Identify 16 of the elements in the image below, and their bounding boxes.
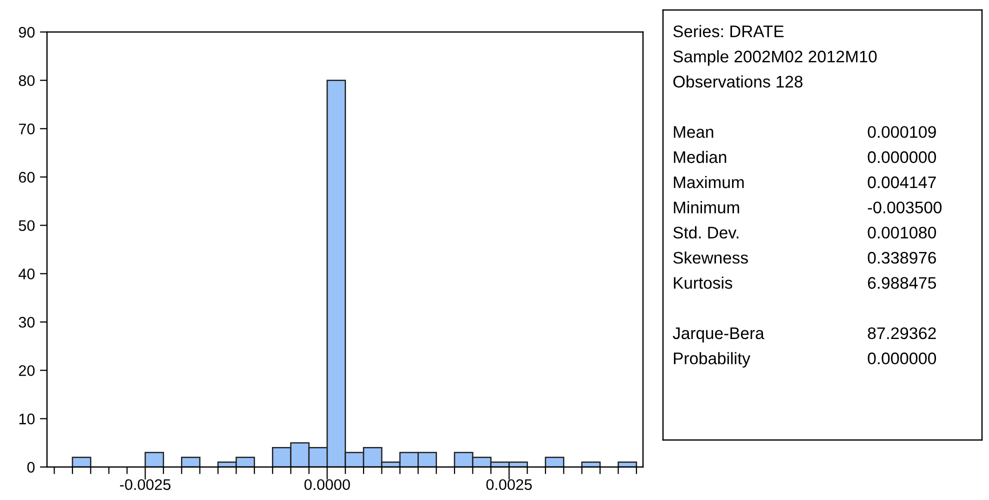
y-tick-label: 60 [18,172,35,183]
text: Jarque-Bera 87.29362 Probability 0.000000 [672,327,936,368]
y-tick-label: 90 [18,26,35,38]
y-tick-label: 70 [18,124,35,134]
y-tick-label: 0 [27,462,35,473]
y-tick-label: 50 [18,220,35,232]
y-tick-label: 80 [18,75,35,86]
y-tick-label: 20 [18,365,35,376]
y-tick-label: 10 [19,414,35,424]
y-tick-label: 30 [18,316,35,328]
x-tick-label: 0.0025 [486,479,532,490]
x-tick-label: 0.0000 [304,479,350,490]
y-tick-label: 40 [18,268,35,280]
text: Series: DRATE Sample 2002M02 2012M10 Observations 128 [673,25,877,88]
x-tick-label: -0.0025 [120,479,171,490]
text: Mean 0.000109 Median 0.000000 Maximum 0.004147 Minimum -0.003500 Std. Dev. 0.001080 Skewness 0.338976 Kurtosis 6.988475 [673,126,942,289]
